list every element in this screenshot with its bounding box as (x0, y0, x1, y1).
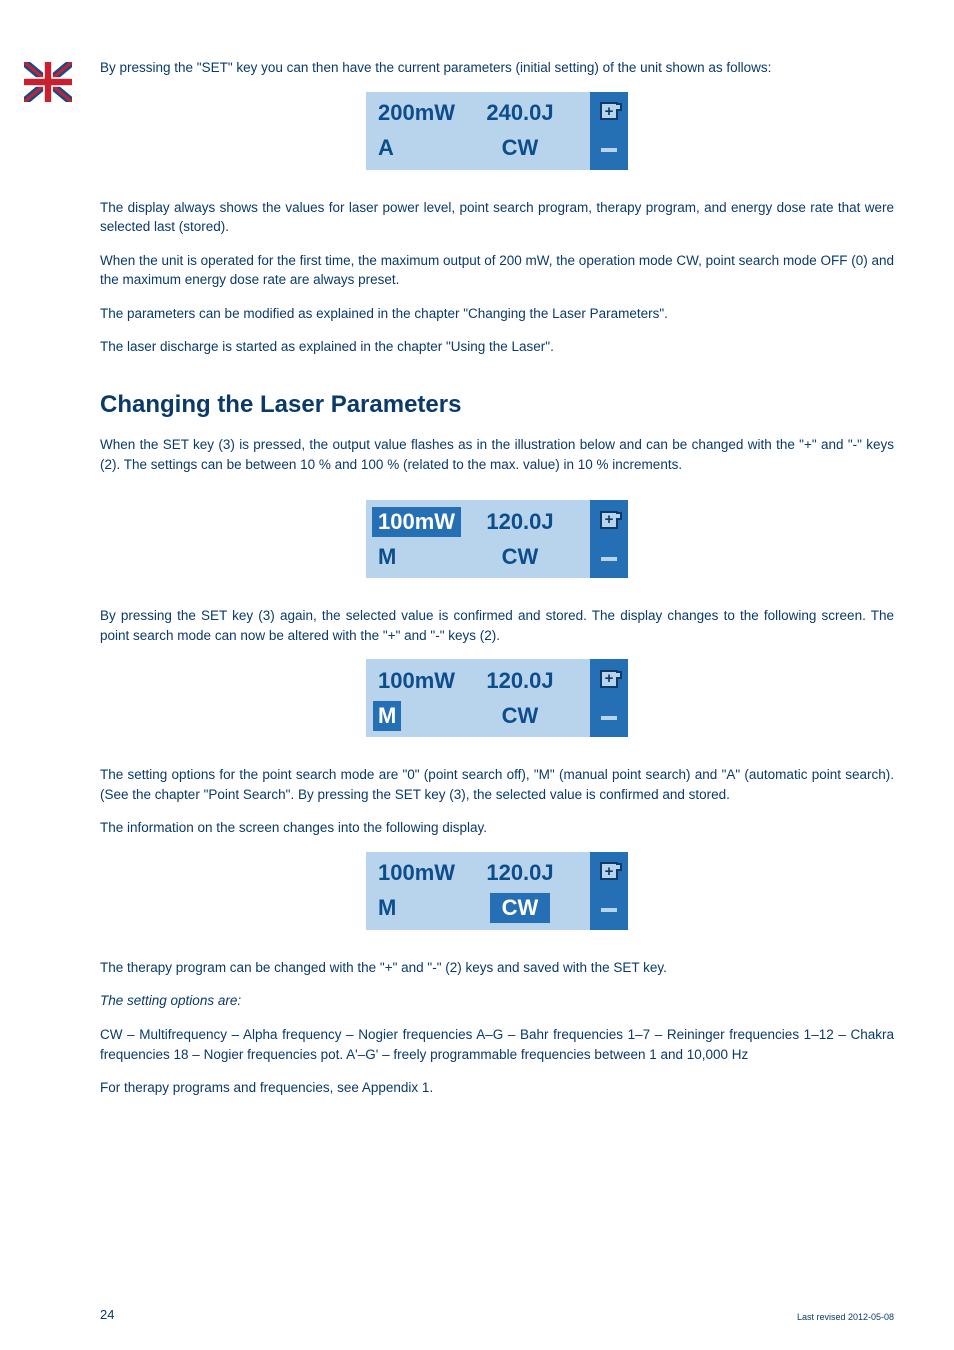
display-energy: 120.0J (478, 504, 578, 539)
paragraph: CW – Multifrequency – Alpha frequency – … (100, 1025, 894, 1064)
paragraph: For therapy programs and frequencies, se… (100, 1078, 894, 1098)
paragraph: The display always shows the values for … (100, 198, 894, 237)
paragraph-italic: The setting options are: (100, 991, 894, 1011)
page-number: 24 (100, 1307, 114, 1322)
minus-button (590, 131, 628, 170)
display-mode-a: A (378, 131, 478, 166)
display-cw: CW (478, 539, 578, 574)
display-power: 100mW (378, 663, 478, 698)
display-mode-m: M (378, 539, 478, 574)
display-screen-1: 200mW 240.0J A CW + (366, 92, 628, 170)
display-screen-3: 100mW 120.0J M CW + (366, 659, 628, 737)
plus-button: + (590, 852, 628, 891)
minus-button (590, 698, 628, 737)
last-revised: Last revised 2012-05-08 (797, 1312, 894, 1322)
display-power: 100mW (378, 856, 478, 891)
display-screen-4: 100mW 120.0J M CW + (366, 852, 628, 930)
paragraph: The therapy program can be changed with … (100, 958, 894, 978)
display-cw: CW (478, 891, 578, 926)
display-mode-m: M (378, 698, 478, 733)
display-cw: CW (478, 698, 578, 733)
minus-button (590, 539, 628, 578)
paragraph: When the unit is operated for the first … (100, 251, 894, 290)
display-energy: 240.0J (478, 96, 578, 131)
paragraph: The information on the screen changes in… (100, 818, 894, 838)
display-energy: 120.0J (478, 663, 578, 698)
paragraph: The laser discharge is started as explai… (100, 337, 894, 357)
paragraph: The parameters can be modified as explai… (100, 304, 894, 324)
intro-paragraph: By pressing the "SET" key you can then h… (100, 58, 894, 78)
uk-flag-icon (24, 62, 72, 102)
plus-button: + (590, 92, 628, 131)
paragraph: By pressing the SET key (3) again, the s… (100, 606, 894, 645)
paragraph: The setting options for the point search… (100, 765, 894, 804)
display-screen-2: 100mW 120.0J M CW + (366, 500, 628, 578)
display-cw: CW (478, 131, 578, 166)
display-mode-m: M (378, 891, 478, 926)
display-power: 200mW (378, 96, 478, 131)
minus-button (590, 891, 628, 930)
plus-button: + (590, 500, 628, 539)
display-energy: 120.0J (478, 856, 578, 891)
display-power: 100mW (378, 504, 478, 539)
paragraph: When the SET key (3) is pressed, the out… (100, 435, 894, 474)
plus-button: + (590, 659, 628, 698)
section-heading: Changing the Laser Parameters (100, 391, 894, 419)
